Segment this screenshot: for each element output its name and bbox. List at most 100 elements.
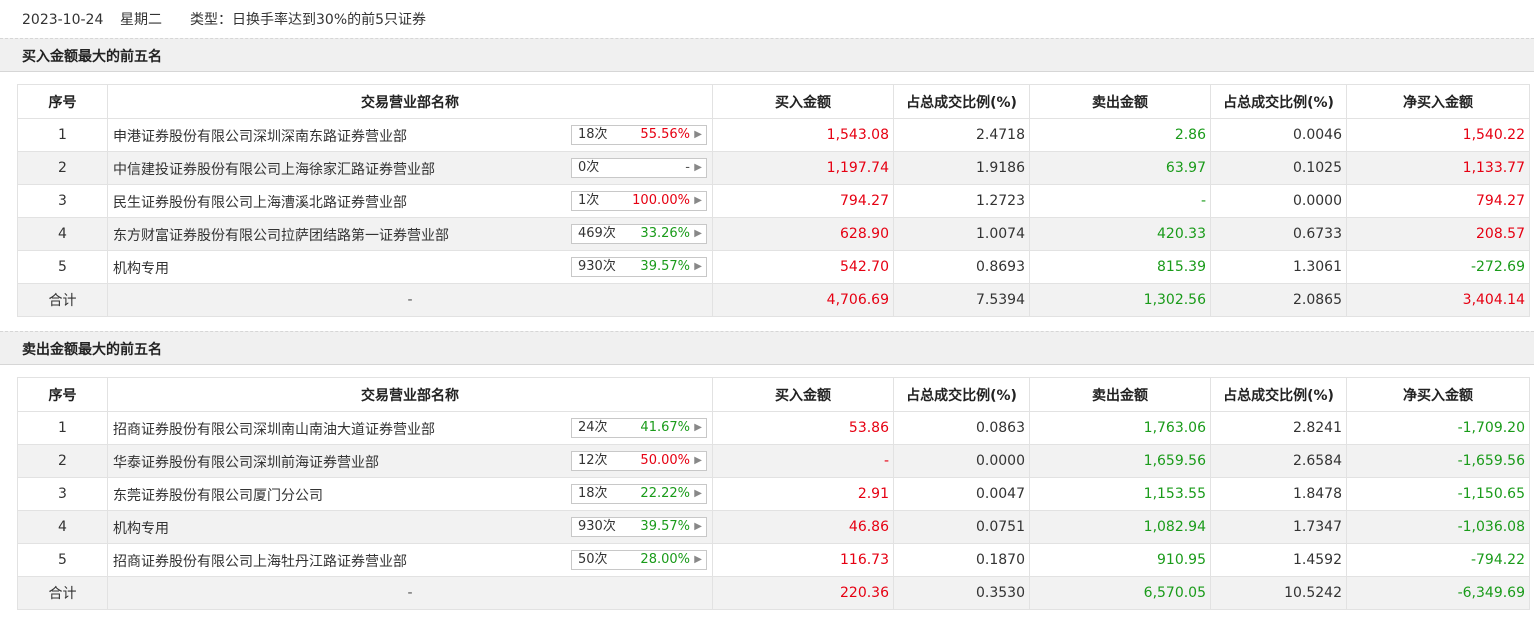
chevron-right-icon: ▶ <box>694 422 702 433</box>
buy-amount: 1,543.08 <box>712 118 894 152</box>
row-index: 4 <box>17 217 108 251</box>
sell-amount: 815.39 <box>1029 250 1211 284</box>
listing-count: 0次 <box>578 160 600 175</box>
column-header: 序号 <box>17 84 108 119</box>
sell-ratio: 1.4592 <box>1210 543 1347 577</box>
broker-stats-toggle[interactable]: 930次 39.57% ▶ <box>571 257 707 277</box>
buy-ratio: 0.0000 <box>893 444 1030 478</box>
broker-stats-toggle[interactable]: 50次 28.00% ▶ <box>571 550 707 570</box>
broker-name-cell: 华泰证券股份有限公司深圳前海证券营业部 12次 50.00% ▶ <box>107 444 713 478</box>
column-header: 交易营业部名称 <box>107 377 713 412</box>
listing-count: 930次 <box>578 259 616 274</box>
net-buy-amount: 208.57 <box>1346 217 1530 251</box>
listing-count: 50次 <box>578 552 608 567</box>
win-rate: 41.67% <box>640 420 690 435</box>
table-row: 5 机构专用 930次 39.57% ▶ 542.70 0.8693 815.39 1.3061… <box>17 250 1530 284</box>
sell-ratio: 2.6584 <box>1210 444 1347 478</box>
broker-name[interactable]: 机构专用 <box>113 521 169 537</box>
broker-name[interactable]: 民生证券股份有限公司上海漕溪北路证券营业部 <box>113 195 407 211</box>
total-net-buy-amount: -6,349.69 <box>1346 576 1530 610</box>
broker-stats-toggle[interactable]: 930次 39.57% ▶ <box>571 517 707 537</box>
broker-name-cell: 申港证券股份有限公司深圳深南东路证券营业部 18次 55.56% ▶ <box>107 118 713 152</box>
column-header: 占总成交比例(%) <box>1210 377 1347 412</box>
broker-stats-toggle[interactable]: 18次 22.22% ▶ <box>571 484 707 504</box>
broker-name-cell: 中信建投证券股份有限公司上海徐家汇路证券营业部 0次 - ▶ <box>107 151 713 185</box>
listing-count: 12次 <box>578 453 608 468</box>
broker-name[interactable]: 东方财富证券股份有限公司拉萨团结路第一证券营业部 <box>113 228 449 244</box>
column-header: 占总成交比例(%) <box>893 84 1030 119</box>
sell-amount: 63.97 <box>1029 151 1211 185</box>
table-row: 2 中信建投证券股份有限公司上海徐家汇路证券营业部 0次 - ▶ 1,197.74 1.91… <box>17 151 1530 185</box>
table-header-row: 序号 交易营业部名称 买入金额 占总成交比例(%) 卖出金额 占总成交比例(%) 净买入金额 <box>17 377 1530 412</box>
win-rate: 100.00% <box>632 193 690 208</box>
sell-section-title: 卖出金额最大的前五名 <box>0 331 1534 365</box>
chevron-right-icon: ▶ <box>694 261 702 272</box>
type-description: 类型：日换手率达到30%的前5只证券 <box>190 12 427 28</box>
row-index: 1 <box>17 411 108 445</box>
sell-amount: 420.33 <box>1029 217 1211 251</box>
row-index: 5 <box>17 543 108 577</box>
win-rate: 33.26% <box>640 226 690 241</box>
table-row: 4 东方财富证券股份有限公司拉萨团结路第一证券营业部 469次 33.26% ▶ 628.… <box>17 217 1530 251</box>
win-rate: 39.57% <box>640 519 690 534</box>
buy-ratio: 0.0047 <box>893 477 1030 511</box>
table-header-row: 序号 交易营业部名称 买入金额 占总成交比例(%) 卖出金额 占总成交比例(%) 净买入金额 <box>17 84 1530 119</box>
buy-ratio: 1.9186 <box>893 151 1030 185</box>
broker-name[interactable]: 中信建投证券股份有限公司上海徐家汇路证券营业部 <box>113 162 435 178</box>
sell-amount: 1,763.06 <box>1029 411 1211 445</box>
column-header: 卖出金额 <box>1029 84 1211 119</box>
sell-amount: 910.95 <box>1029 543 1211 577</box>
total-net-buy-amount: 3,404.14 <box>1346 283 1530 317</box>
sell-amount: 2.86 <box>1029 118 1211 152</box>
buy-amount: 794.27 <box>712 184 894 218</box>
broker-name-cell: 民生证券股份有限公司上海漕溪北路证券营业部 1次 100.00% ▶ <box>107 184 713 218</box>
broker-name[interactable]: 华泰证券股份有限公司深圳前海证券营业部 <box>113 455 379 471</box>
broker-name[interactable]: 机构专用 <box>113 261 169 277</box>
net-buy-amount: -794.22 <box>1346 543 1530 577</box>
sell-amount: - <box>1029 184 1211 218</box>
sell-ratio: 0.1025 <box>1210 151 1347 185</box>
win-rate: 28.00% <box>640 552 690 567</box>
broker-name[interactable]: 东莞证券股份有限公司厦门分公司 <box>113 488 323 504</box>
sell-ratio: 0.0046 <box>1210 118 1347 152</box>
buy-ratio: 2.4718 <box>893 118 1030 152</box>
win-rate: 50.00% <box>640 453 690 468</box>
buy-amount: 53.86 <box>712 411 894 445</box>
listing-count: 24次 <box>578 420 608 435</box>
buy-amount: - <box>712 444 894 478</box>
total-row: 合计 -4,706.69 7.5394 1,302.56 2.0865 3,404.14 <box>17 283 1530 317</box>
listing-count: 18次 <box>578 127 608 142</box>
total-row: 合计 -220.36 0.3530 6,570.05 10.5242 -6,349.69 <box>17 576 1530 610</box>
listing-count: 1次 <box>578 193 600 208</box>
page-header: 2023-10-24 星期二 类型：日换手率达到30%的前5只证券 <box>0 0 1534 38</box>
broker-stats-toggle[interactable]: 1次 100.00% ▶ <box>571 191 707 211</box>
broker-stats-toggle[interactable]: 469次 33.26% ▶ <box>571 224 707 244</box>
chevron-right-icon: ▶ <box>694 195 702 206</box>
buy-amount: 1,197.74 <box>712 151 894 185</box>
buy-ratio: 0.0751 <box>893 510 1030 544</box>
table-row: 1 申港证券股份有限公司深圳深南东路证券营业部 18次 55.56% ▶ 1,543.08… <box>17 118 1530 152</box>
buy-amount: 628.90 <box>712 217 894 251</box>
broker-stats-toggle[interactable]: 12次 50.00% ▶ <box>571 451 707 471</box>
net-buy-amount: 1,133.77 <box>1346 151 1530 185</box>
total-label: 合计 <box>17 576 108 610</box>
broker-name-cell: 机构专用 930次 39.57% ▶ <box>107 250 713 284</box>
column-header: 卖出金额 <box>1029 377 1211 412</box>
net-buy-amount: 794.27 <box>1346 184 1530 218</box>
buy-section-title: 买入金额最大的前五名 <box>0 38 1534 72</box>
broker-stats-toggle[interactable]: 18次 55.56% ▶ <box>571 125 707 145</box>
broker-name[interactable]: 申港证券股份有限公司深圳深南东路证券营业部 <box>113 129 407 145</box>
trade-date: 2023-10-24 <box>22 12 104 28</box>
net-buy-amount: -272.69 <box>1346 250 1530 284</box>
broker-name[interactable]: 招商证券股份有限公司深圳南山南油大道证券营业部 <box>113 422 435 438</box>
net-buy-amount: -1,036.08 <box>1346 510 1530 544</box>
broker-stats-toggle[interactable]: 24次 41.67% ▶ <box>571 418 707 438</box>
buy-ratio: 1.2723 <box>893 184 1030 218</box>
chevron-right-icon: ▶ <box>694 455 702 466</box>
row-index: 2 <box>17 151 108 185</box>
row-index: 1 <box>17 118 108 152</box>
total-buy-ratio: 7.5394 <box>893 283 1030 317</box>
broker-stats-toggle[interactable]: 0次 - ▶ <box>571 158 707 178</box>
win-rate: - <box>685 160 690 175</box>
broker-name[interactable]: 招商证券股份有限公司上海牡丹江路证券营业部 <box>113 554 407 570</box>
